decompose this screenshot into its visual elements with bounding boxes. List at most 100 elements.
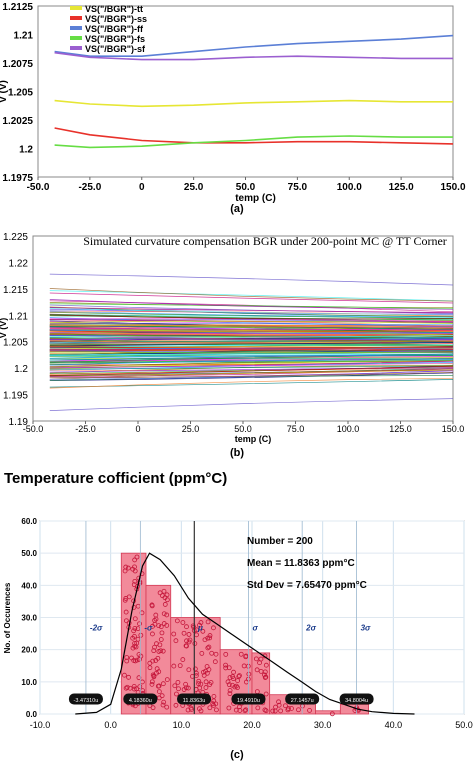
y-tick-label: 1.195 (3, 391, 28, 402)
y-tick-label: 1.19 (9, 417, 29, 428)
bar-marker (176, 686, 181, 692)
mc-run-line (49, 338, 454, 341)
bar-marker (124, 684, 130, 690)
bar-marker (156, 623, 162, 629)
mc-run-line (49, 348, 454, 350)
mc-run-line (49, 345, 454, 349)
bar-marker (185, 707, 191, 713)
value-box (231, 693, 266, 705)
bar-marker (285, 707, 291, 713)
bar-marker (183, 685, 189, 691)
bar-marker (196, 681, 201, 687)
y-tick-label: 1.205 (8, 88, 33, 99)
bar-marker (184, 638, 189, 644)
bar-marker (263, 708, 269, 714)
bar-marker (200, 628, 206, 634)
panel-label: (b) (230, 447, 244, 459)
bar-marker (161, 611, 167, 617)
bar-marker (127, 685, 133, 691)
bar-marker (150, 631, 155, 637)
bar-marker (150, 705, 156, 711)
mc-run-line (49, 357, 454, 364)
bar-marker (173, 638, 179, 644)
bar-marker (253, 656, 259, 662)
bar-marker (156, 689, 162, 694)
bar-marker (197, 706, 202, 712)
x-tick-label: 0.0 (104, 720, 117, 730)
bar-marker (211, 693, 217, 699)
mc-run-line (49, 273, 454, 286)
mc-run-line (49, 314, 454, 324)
x-tick-label: 20.0 (243, 720, 261, 730)
bar-marker (149, 603, 155, 609)
bar-marker (255, 705, 261, 711)
mc-run-line (49, 362, 454, 368)
y-tick-label: 1.215 (3, 285, 28, 296)
sigma-label: σ (252, 623, 258, 632)
bar-marker (209, 650, 215, 656)
bar-marker (129, 655, 134, 661)
mc-run-line (49, 330, 454, 333)
bar-marker (171, 631, 177, 637)
y-tick-label: 1.2075 (2, 59, 33, 70)
bar-marker (151, 674, 157, 680)
y-tick-label: 20.0 (21, 646, 37, 655)
mc-run-line (49, 357, 454, 361)
bar-marker (211, 625, 216, 631)
y-tick-label: 50.0 (21, 549, 37, 558)
bar-marker (174, 691, 179, 697)
bar-marker (226, 665, 232, 671)
mc-run-line (49, 310, 454, 318)
y-tick-label: 1.2025 (2, 116, 33, 127)
bar-marker (210, 701, 216, 707)
bar-marker (254, 667, 260, 673)
bar-marker (230, 674, 236, 679)
mc-run-line (49, 299, 454, 310)
bar-marker (160, 681, 166, 687)
x-tick-label: -10.0 (30, 720, 51, 730)
bar-marker (161, 699, 167, 705)
mc-run-line (49, 325, 454, 327)
bar-marker (186, 667, 192, 673)
value-box-label: -3.47310u (74, 698, 99, 704)
bar-marker (206, 667, 212, 672)
bar-marker (172, 683, 178, 689)
sigma-label: 3σ (361, 623, 371, 632)
value-box-label: 19.4910u (237, 698, 260, 704)
y-tick-label: 1.22 (9, 258, 29, 269)
legend-entry: VS("/BGR")-tt (85, 4, 143, 14)
panel-label: (c) (230, 749, 244, 761)
bar-marker (202, 637, 208, 643)
bar-marker (137, 684, 143, 690)
y-tick-label: 60.0 (21, 517, 37, 526)
bar-marker (131, 628, 137, 634)
series-line (54, 34, 454, 57)
value-box (177, 693, 212, 705)
y-tick-label: 1.21 (9, 311, 29, 322)
mc-run-line (49, 292, 454, 304)
x-tick-label: 75.0 (288, 182, 308, 193)
bar-marker (307, 708, 312, 713)
y-tick-label: 1.225 (3, 232, 28, 243)
mc-run-line (49, 355, 454, 363)
bar-marker (213, 651, 219, 657)
x-tick-label: 125.0 (389, 424, 412, 434)
value-box-label: 34.8004u (345, 698, 368, 704)
x-tick-label: 40.0 (385, 720, 403, 730)
bar-marker (164, 677, 170, 683)
bar-marker (205, 645, 211, 651)
bar-marker (184, 643, 189, 649)
mc-run-line (49, 360, 454, 369)
bar-marker (258, 656, 264, 662)
bar-marker (149, 679, 155, 685)
bar-marker (173, 702, 179, 708)
bar-marker (164, 704, 170, 710)
mc-run-line (49, 377, 454, 389)
bar-marker (196, 678, 202, 684)
bar-marker (131, 604, 137, 610)
value-box (339, 693, 374, 705)
bar-marker (134, 554, 140, 560)
bar-marker (132, 625, 138, 631)
bar-marker (208, 680, 214, 685)
bar-marker (147, 665, 153, 671)
